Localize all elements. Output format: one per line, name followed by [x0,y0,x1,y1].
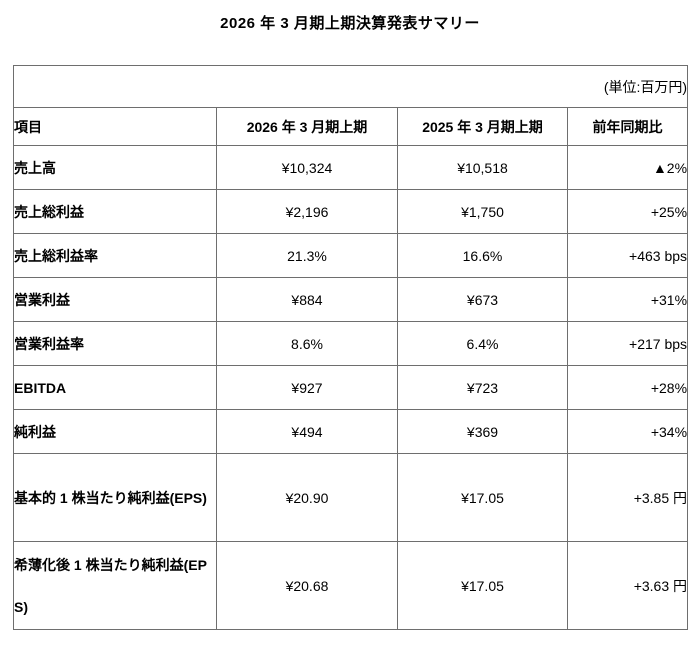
table-row: 売上総利益 ¥2,196 ¥1,750 +25% [13,189,689,234]
value-cell-fy2026: ¥927 [216,365,398,410]
row-label-cell: 営業利益率 [13,321,217,366]
financial-summary-table: (単位:百万円) 項目 2026 年 3 月期上期 2025 年 3 月期上期 … [12,65,689,630]
value-cell-fy2025: 6.4% [397,321,568,366]
value-cell-fy2025: ¥17.05 [397,541,568,630]
unit-note-row: (単位:百万円) [12,65,689,108]
value-cell-fy2026: 8.6% [216,321,398,366]
yoy-cell: +34% [566,409,689,454]
page-title: 2026 年 3 月期上期決算発表サマリー [220,15,480,32]
yoy-cell: +25% [566,189,689,234]
yoy-cell: +217 bps [566,321,689,366]
value-cell-fy2025: ¥723 [397,365,568,410]
value-cell-fy2025: ¥10,518 [397,145,568,190]
column-header-fy2025-h1: 2025 年 3 月期上期 [397,107,568,146]
row-label-cell: EBITDA [13,365,217,410]
value-cell-fy2025: ¥17.05 [397,453,568,542]
table-row: 売上総利益率 21.3% 16.6% +463 bps [13,233,689,278]
row-label-cell: 営業利益 [13,277,217,322]
column-header-fy2026-h1: 2026 年 3 月期上期 [216,107,398,146]
yoy-cell: +3.85 円 [566,453,689,542]
value-cell-fy2026: 21.3% [216,233,398,278]
row-label-cell: 売上総利益率 [13,233,217,278]
value-cell-fy2026: ¥20.90 [216,453,398,542]
value-cell-fy2026: ¥2,196 [216,189,398,234]
row-label-cell: 売上総利益 [13,189,217,234]
table-row: 売上高 ¥10,324 ¥10,518 ▲2% [13,145,689,190]
row-label-cell: 希薄化後 1 株当たり純利益(EPS) [13,541,217,630]
value-cell-fy2025: ¥369 [397,409,568,454]
table-row: 営業利益 ¥884 ¥673 +31% [13,277,689,322]
table-row: 希薄化後 1 株当たり純利益(EPS) ¥20.68 ¥17.05 +3.63 円 [13,541,689,630]
yoy-cell: +28% [566,365,689,410]
value-cell-fy2025: ¥673 [397,277,568,322]
row-label-cell: 売上高 [13,145,217,190]
value-cell-fy2026: ¥494 [216,409,398,454]
unit-note: (単位:百万円) [12,65,689,108]
table-row: 基本的 1 株当たり純利益(EPS) ¥20.90 ¥17.05 +3.85 円 [13,453,689,542]
value-cell-fy2025: 16.6% [397,233,568,278]
yoy-cell: ▲2% [566,145,689,190]
yoy-cell: +3.63 円 [566,541,689,630]
column-header-item: 項目 [13,107,217,146]
value-cell-fy2026: ¥10,324 [216,145,398,190]
value-cell-fy2026: ¥20.68 [216,541,398,630]
value-cell-fy2025: ¥1,750 [397,189,568,234]
yoy-cell: +463 bps [566,233,689,278]
table-row: 純利益 ¥494 ¥369 +34% [13,409,689,454]
yoy-cell: +31% [566,277,689,322]
table-row: 営業利益率 8.6% 6.4% +217 bps [13,321,689,366]
row-label-cell: 純利益 [13,409,217,454]
table-row: EBITDA ¥927 ¥723 +28% [13,365,689,410]
column-header-yoy: 前年同期比 [566,107,689,146]
value-cell-fy2026: ¥884 [216,277,398,322]
row-label-cell: 基本的 1 株当たり純利益(EPS) [13,453,217,542]
table-header-row: 項目 2026 年 3 月期上期 2025 年 3 月期上期 前年同期比 [13,107,689,146]
